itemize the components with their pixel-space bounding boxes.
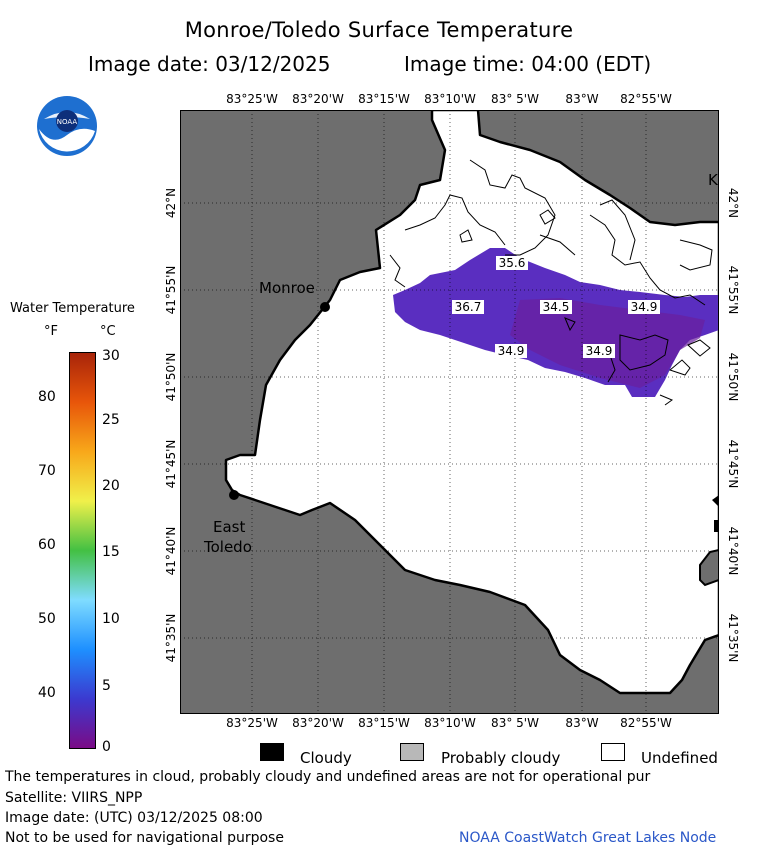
lat-label-left: 41°45'N	[164, 439, 178, 489]
c-tick: 10	[102, 611, 120, 627]
lat-label-right: 41°50'N	[726, 352, 740, 402]
place-east: East	[213, 518, 246, 536]
lat-label-left: 41°35'N	[164, 613, 178, 663]
c-tick: 25	[102, 412, 120, 428]
image-date-value: 03/12/2025	[215, 52, 331, 76]
f-tick: 60	[38, 537, 56, 553]
lon-label-top: 83°20'W	[292, 92, 344, 106]
credit-text: NOAA CoastWatch Great Lakes Node	[459, 830, 717, 846]
lon-label-bottom: 83°10'W	[424, 716, 476, 730]
temp-label: 34.9	[628, 300, 660, 314]
temp-value: 34.5	[543, 300, 570, 314]
lon-label-bottom: 83°25'W	[226, 716, 278, 730]
graticule	[180, 110, 719, 714]
lon-label-top: 83° 5'W	[491, 92, 539, 106]
place-edge-label: K	[708, 171, 718, 189]
probably-cloudy-swatch	[400, 743, 424, 761]
lon-label-bottom: 83°W	[565, 716, 599, 730]
lat-label-right: 41°40'N	[726, 526, 740, 576]
f-tick: 80	[38, 389, 56, 405]
land-notch	[714, 520, 719, 532]
land-notch	[699, 548, 719, 587]
image-date-label: Image date:	[88, 52, 209, 76]
lat-label-left: 41°50'N	[164, 352, 178, 402]
c-tick: 30	[102, 348, 120, 364]
lake-erie-map: 35.6 36.7 34.5 34.9 34.9 34.9	[180, 110, 719, 714]
probably-cloudy-label: Probably cloudy	[441, 749, 561, 767]
cloudy-swatch	[260, 743, 284, 761]
map-frame	[180, 110, 719, 714]
temp-label: 36.7	[452, 300, 484, 314]
c-tick: 15	[102, 544, 120, 560]
temp-label: 34.5	[540, 300, 572, 314]
lon-label-top: 82°55'W	[620, 92, 672, 106]
temp-value: 34.9	[631, 300, 658, 314]
temperature-colorbar	[69, 352, 96, 749]
operational-note: The temperatures in cloud, probably clou…	[5, 769, 651, 785]
c-tick: 5	[102, 678, 111, 694]
lat-label-right: 42°N	[726, 187, 740, 219]
lat-label-left: 42°N	[164, 187, 178, 219]
land-notch	[712, 495, 719, 507]
f-tick: 70	[38, 463, 56, 479]
lon-label-bottom: 83°20'W	[292, 716, 344, 730]
lat-label-left: 41°40'N	[164, 526, 178, 576]
lon-label-top: 83°25'W	[226, 92, 278, 106]
temp-value: 35.6	[499, 256, 526, 270]
image-time-value: 04:00 (EDT)	[531, 52, 652, 76]
satellite-info: Satellite: VIIRS_NPP	[5, 790, 143, 806]
lat-label-right: 41°35'N	[726, 613, 740, 663]
lon-label-top: 83°15'W	[358, 92, 410, 106]
temp-value: 34.9	[498, 344, 525, 358]
legend-unit-f: °F	[44, 324, 58, 339]
nav-warning: Not to be used for navigational purpose	[5, 830, 284, 846]
temperature-field-core	[510, 298, 705, 388]
lon-label-bottom: 83° 5'W	[491, 716, 539, 730]
lon-label-bottom: 82°55'W	[620, 716, 672, 730]
lat-label-left: 41°55'N	[164, 265, 178, 315]
lat-label-right: 41°45'N	[726, 439, 740, 489]
image-date-line: Image date: 03/12/2025	[88, 52, 330, 76]
legend-title: Water Temperature	[10, 301, 135, 316]
lon-label-top: 83°W	[565, 92, 599, 106]
place-monroe: Monroe	[259, 279, 315, 297]
c-tick: 20	[102, 478, 120, 494]
undefined-swatch	[601, 743, 625, 761]
f-tick: 40	[38, 685, 56, 701]
image-time-line: Image time: 04:00 (EDT)	[404, 52, 651, 76]
lon-label-top: 83°10'W	[424, 92, 476, 106]
contour-lines	[389, 159, 713, 406]
monroe-marker	[320, 302, 330, 312]
noaa-logo-icon: NOAA	[36, 95, 98, 157]
temp-label: 34.9	[583, 344, 615, 358]
lake-water	[224, 110, 719, 695]
temp-label: 35.6	[496, 256, 528, 270]
undefined-label: Undefined	[641, 749, 718, 767]
utc-date: Image date: (UTC) 03/12/2025 08:00	[5, 810, 263, 826]
temp-value: 34.9	[586, 344, 613, 358]
cloudy-label: Cloudy	[300, 749, 352, 767]
east-toledo-marker	[229, 490, 239, 500]
image-time-label: Image time:	[404, 52, 525, 76]
temp-label: 34.9	[495, 344, 527, 358]
map-title: Monroe/Toledo Surface Temperature	[184, 18, 574, 42]
lon-label-bottom: 83°15'W	[358, 716, 410, 730]
place-toledo: Toledo	[204, 538, 252, 556]
legend-unit-c: °C	[100, 324, 116, 339]
c-tick: 0	[102, 739, 111, 755]
f-tick: 50	[38, 611, 56, 627]
noaa-logo-text: NOAA	[57, 118, 78, 126]
lat-label-right: 41°55'N	[726, 265, 740, 315]
temp-value: 36.7	[455, 300, 482, 314]
